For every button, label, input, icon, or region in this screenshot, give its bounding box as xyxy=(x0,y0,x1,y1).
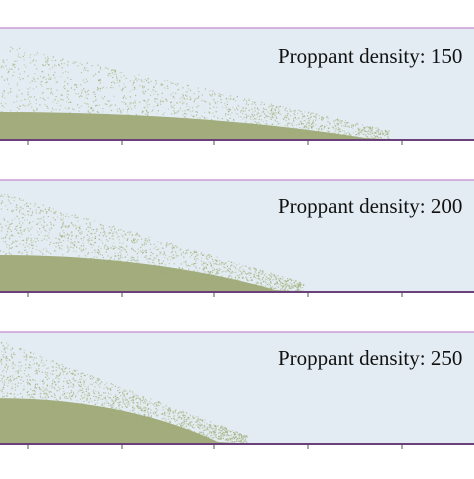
panel-2-label: Proppant density: 200 xyxy=(278,194,463,218)
panel-1 xyxy=(0,27,474,145)
panel-2 xyxy=(0,179,474,297)
particle-cloud xyxy=(0,341,248,445)
panel-3 xyxy=(0,331,474,449)
panel-3-label: Proppant density: 250 xyxy=(278,346,463,370)
particle-cloud xyxy=(0,193,305,293)
particle-cloud xyxy=(0,46,390,141)
panel-1-label: Proppant density: 150 xyxy=(278,44,463,68)
proppant-bed xyxy=(0,398,259,444)
